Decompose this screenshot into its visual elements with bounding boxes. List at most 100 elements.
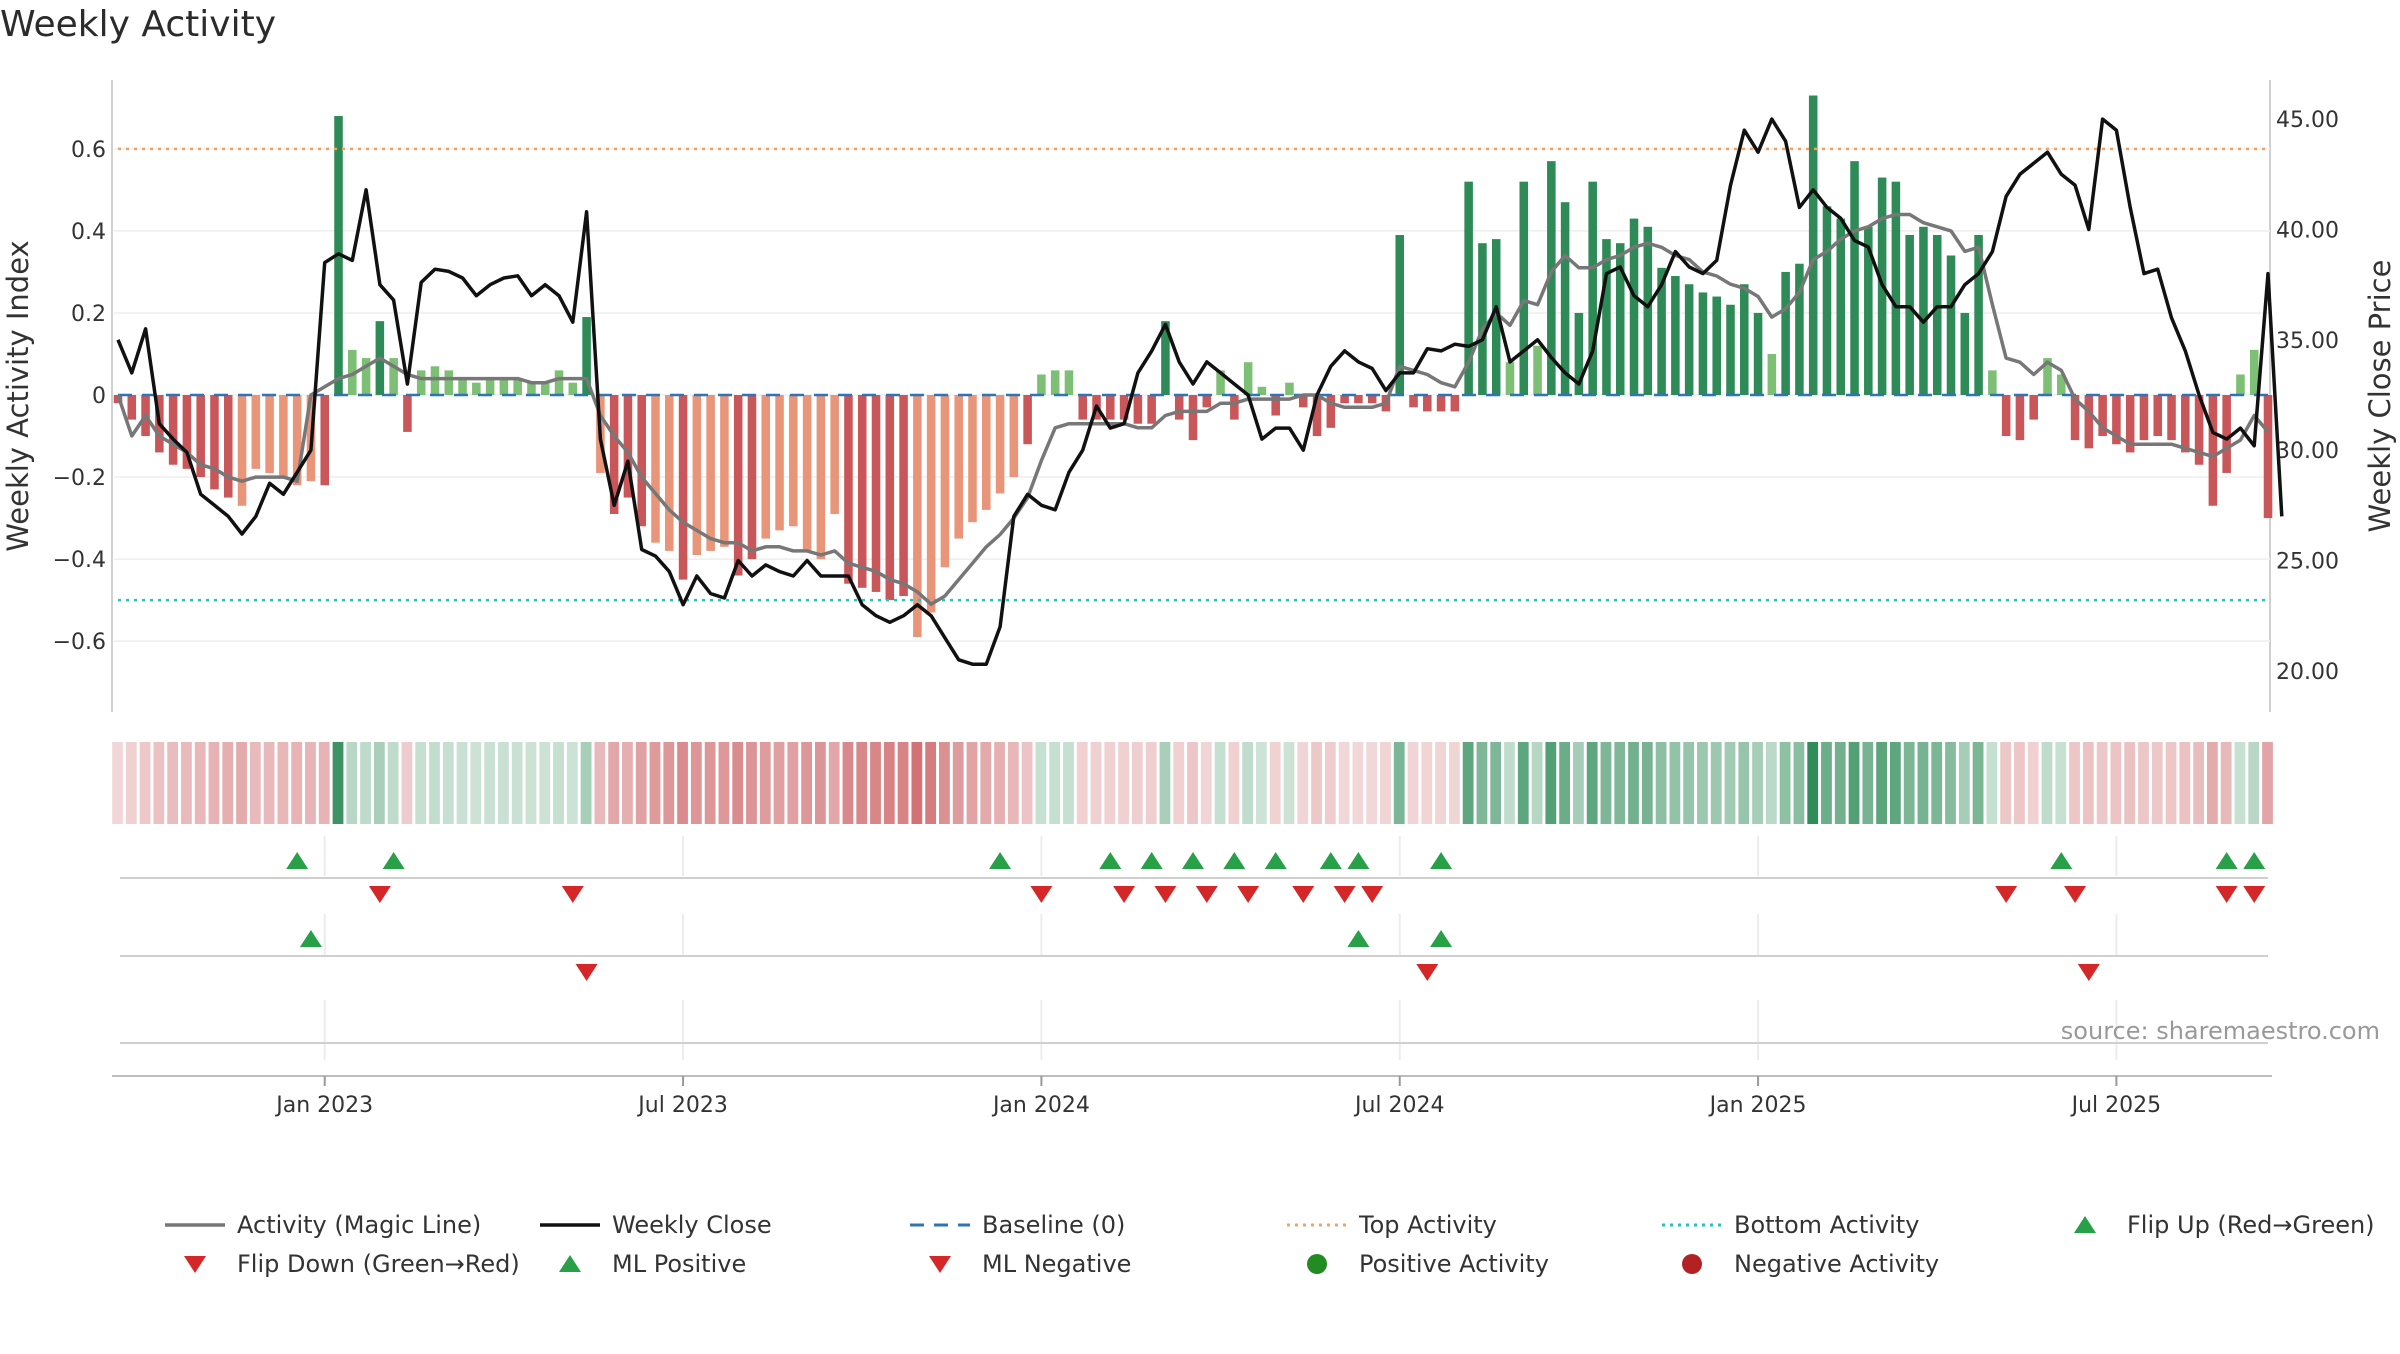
heat-strip-cell [1366,742,1378,824]
activity-bar [1423,395,1432,412]
activity-bar [1671,276,1680,395]
heat-strip-cell [1476,742,1488,824]
activity-bar [1478,243,1487,395]
y-tick-label: −0.4 [53,548,106,573]
heat-strip-cell [1724,742,1736,824]
heat-strip-cell [1834,742,1846,824]
activity-bar [1050,370,1060,395]
heat-strip-cell [1945,742,1956,824]
heat-strip-cell [1131,742,1143,824]
flip-down-marker [2064,886,2087,903]
heat-strip-cell [1793,742,1805,824]
heat-strip-cell [1586,742,1598,824]
activity-bar [1037,374,1046,395]
heat-strip-cell [1986,742,1998,824]
flip-down-marker [561,886,584,903]
activity-bar [609,395,619,514]
activity-bar [1202,395,1212,408]
flip-down-marker [1292,886,1315,903]
heat-strip-cell [1504,742,1515,824]
heat-strip-cell [1614,742,1626,824]
heat-strip-cell [1283,742,1295,824]
heat-strip-cell [1683,742,1695,824]
heat-strip-cell [332,742,344,824]
x-tick-label: Jan 2025 [1708,1093,1807,1118]
flip-up-marker [1140,852,1163,869]
y2-tick-label: 35.00 [2276,329,2339,354]
activity-bar [1436,395,1446,412]
activity-bar [1064,370,1074,395]
activity-bar [733,395,743,576]
activity-bar [816,395,826,560]
activity-bar [527,382,536,395]
activity-bar [623,395,633,498]
magic-line [116,212,2270,606]
activity-bar [223,395,233,498]
activity-bar [2222,395,2231,473]
flip-up-marker [1182,852,1204,869]
activity-bar [472,382,481,395]
heat-strip-cell [1917,742,1929,824]
activity-bar [168,395,178,465]
legend-label: Flip Up (Red→Green) [2127,1211,2375,1239]
heat-strip-cell [2014,742,2025,824]
heat-strip-cell [539,742,551,824]
heat-strip-cell [1242,742,1254,824]
activity-bar [1726,304,1735,395]
heat-strip-cell [1559,742,1571,824]
activity-bar [182,395,192,469]
activity-bar [692,395,702,555]
heat-strip-cell [1876,742,1887,824]
activity-bar [444,370,454,395]
activity-bar [1946,255,1956,395]
legend-label: Positive Activity [1359,1250,1549,1278]
heat-strip-cell [1269,742,1281,824]
heat-strip-cell [925,742,937,824]
x-tick-label: Jan 2024 [991,1093,1090,1118]
legend-swatch [929,1256,951,1273]
y-tick-label: −0.2 [53,466,106,491]
heat-strip-cell [746,742,757,824]
legend-item: Bottom Activity [1662,1211,1919,1239]
flip-up-marker [989,852,1012,869]
heat-strip-cell [759,742,771,824]
heat-strip-cell [580,742,592,824]
heat-strip-cell [2193,742,2204,824]
activity-bar [389,358,398,395]
activity-bar [1657,267,1666,395]
flip-down-marker [2243,886,2266,903]
heat-strip-cell [594,742,606,824]
y-axis-label: Weekly Activity Index [1,240,35,551]
legend-item: Negative Activity [1682,1250,1939,1278]
y-tick-label: 0.4 [71,220,106,245]
legend-item: ML Negative [929,1250,1131,1278]
activity-bar [1409,395,1418,408]
heat-strip-cell [2165,742,2177,824]
ml-positive-marker [1430,930,1453,947]
activity-bar [1808,95,1818,395]
activity-bar [1367,395,1377,404]
activity-bar [1822,206,1832,395]
heat-strip-cell [1821,742,1832,824]
heat-strip-cell [442,742,454,824]
y2-tick-label: 25.00 [2276,550,2339,575]
heat-strip-cell [1200,742,1212,824]
activity-bar [2043,358,2052,395]
heat-strip-cell [1490,742,1502,824]
flip-up-marker [2243,852,2266,869]
heat-strip-cell [498,742,509,824]
legend-swatch [559,1255,581,1272]
heat-strip-cell [2179,742,2191,824]
heat-strip-cell [1021,742,1033,824]
heat-strip-cell [1641,742,1653,824]
activity-bar [1354,395,1363,404]
activity-bar [678,395,688,580]
activity-bar [761,395,771,539]
activity-bar [1850,161,1859,395]
heat-strip-cell [2248,742,2260,824]
legend-label: Bottom Activity [1734,1211,1919,1239]
y-tick-label: 0 [92,384,106,409]
heat-strip-cell [2220,742,2232,824]
activity-bar [416,370,426,395]
